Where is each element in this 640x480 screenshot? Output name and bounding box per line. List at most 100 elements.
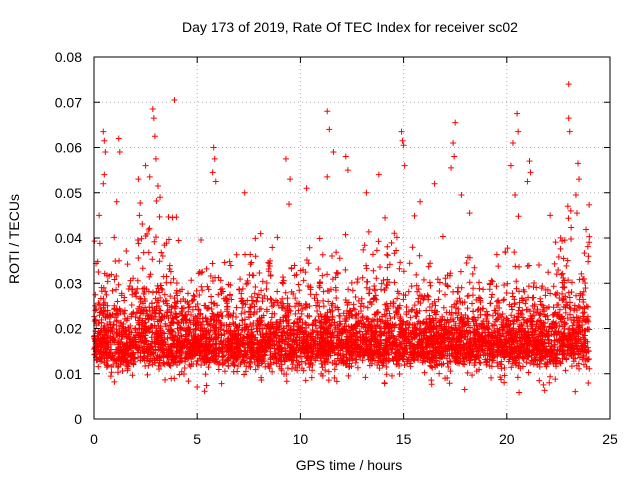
data-point <box>186 361 193 368</box>
data-point <box>450 318 457 325</box>
data-point <box>514 374 521 381</box>
data-point <box>279 295 286 302</box>
data-point <box>159 252 166 259</box>
data-point <box>118 336 125 343</box>
data-point <box>416 252 423 259</box>
data-point <box>239 317 246 324</box>
data-point <box>466 279 473 286</box>
data-point <box>516 389 523 396</box>
data-point <box>314 308 321 315</box>
data-point <box>306 303 313 310</box>
data-point <box>333 378 340 385</box>
data-point <box>359 314 366 321</box>
data-point <box>188 277 195 284</box>
data-point <box>134 236 141 243</box>
data-point <box>322 367 329 374</box>
data-point <box>564 203 571 210</box>
data-point <box>251 290 258 297</box>
data-point <box>129 372 136 379</box>
data-point <box>502 248 509 255</box>
data-point <box>256 270 263 277</box>
data-point <box>566 294 573 301</box>
data-point <box>193 360 200 367</box>
data-point <box>391 313 398 320</box>
data-point <box>489 291 496 298</box>
data-point <box>411 212 418 219</box>
data-point <box>156 213 163 220</box>
data-point <box>428 381 435 388</box>
data-point <box>384 276 391 283</box>
data-point <box>291 262 298 269</box>
data-point <box>315 313 322 320</box>
data-point <box>336 313 343 320</box>
data-point <box>295 281 302 288</box>
data-point <box>233 304 240 311</box>
data-point <box>252 284 259 291</box>
data-point <box>281 357 288 364</box>
data-point <box>208 293 215 300</box>
data-point <box>559 237 566 244</box>
data-point <box>194 384 201 391</box>
data-point <box>316 235 323 242</box>
data-point <box>291 332 298 339</box>
data-point <box>470 308 477 315</box>
data-point <box>247 251 254 258</box>
data-point <box>279 279 286 286</box>
data-point <box>133 289 140 296</box>
data-point <box>361 242 368 249</box>
data-point <box>586 233 593 240</box>
data-point <box>414 288 421 295</box>
data-point <box>476 279 483 286</box>
data-point <box>436 279 443 286</box>
data-point <box>283 378 290 385</box>
data-point <box>111 276 118 283</box>
data-point <box>132 313 139 320</box>
data-point <box>382 214 389 221</box>
data-point <box>250 272 257 279</box>
data-point <box>420 276 427 283</box>
data-point <box>253 297 260 304</box>
data-point <box>425 263 432 270</box>
data-point <box>247 261 254 268</box>
data-point <box>146 225 153 232</box>
data-point <box>333 269 340 276</box>
data-point <box>305 260 312 267</box>
data-point <box>262 363 269 370</box>
data-point <box>542 286 549 293</box>
data-point <box>383 371 390 378</box>
data-point <box>454 314 461 321</box>
data-point <box>493 283 500 290</box>
grid-lines <box>94 57 610 419</box>
data-point <box>369 251 376 258</box>
data-point <box>226 311 233 318</box>
data-point <box>434 276 441 283</box>
data-point <box>220 352 227 359</box>
data-point <box>373 275 380 282</box>
data-point <box>545 303 552 310</box>
data-point <box>259 278 266 285</box>
data-point <box>320 297 327 304</box>
data-point <box>137 200 144 207</box>
data-point <box>243 363 250 370</box>
data-point <box>375 238 382 245</box>
data-point <box>92 291 99 298</box>
data-point <box>406 260 413 267</box>
data-point <box>182 335 189 342</box>
data-point <box>320 303 327 310</box>
data-point <box>316 303 323 310</box>
data-point <box>92 302 99 309</box>
data-point <box>205 286 212 293</box>
data-point <box>450 288 457 295</box>
data-point <box>191 293 198 300</box>
data-point <box>436 370 443 377</box>
data-point <box>247 364 254 371</box>
data-point <box>488 374 495 381</box>
data-point <box>165 214 172 221</box>
data-point <box>580 288 587 295</box>
data-point <box>567 305 574 312</box>
data-point <box>263 279 270 286</box>
data-point <box>464 305 471 312</box>
data-point <box>366 290 373 297</box>
data-point <box>292 310 299 317</box>
data-point <box>504 315 511 322</box>
